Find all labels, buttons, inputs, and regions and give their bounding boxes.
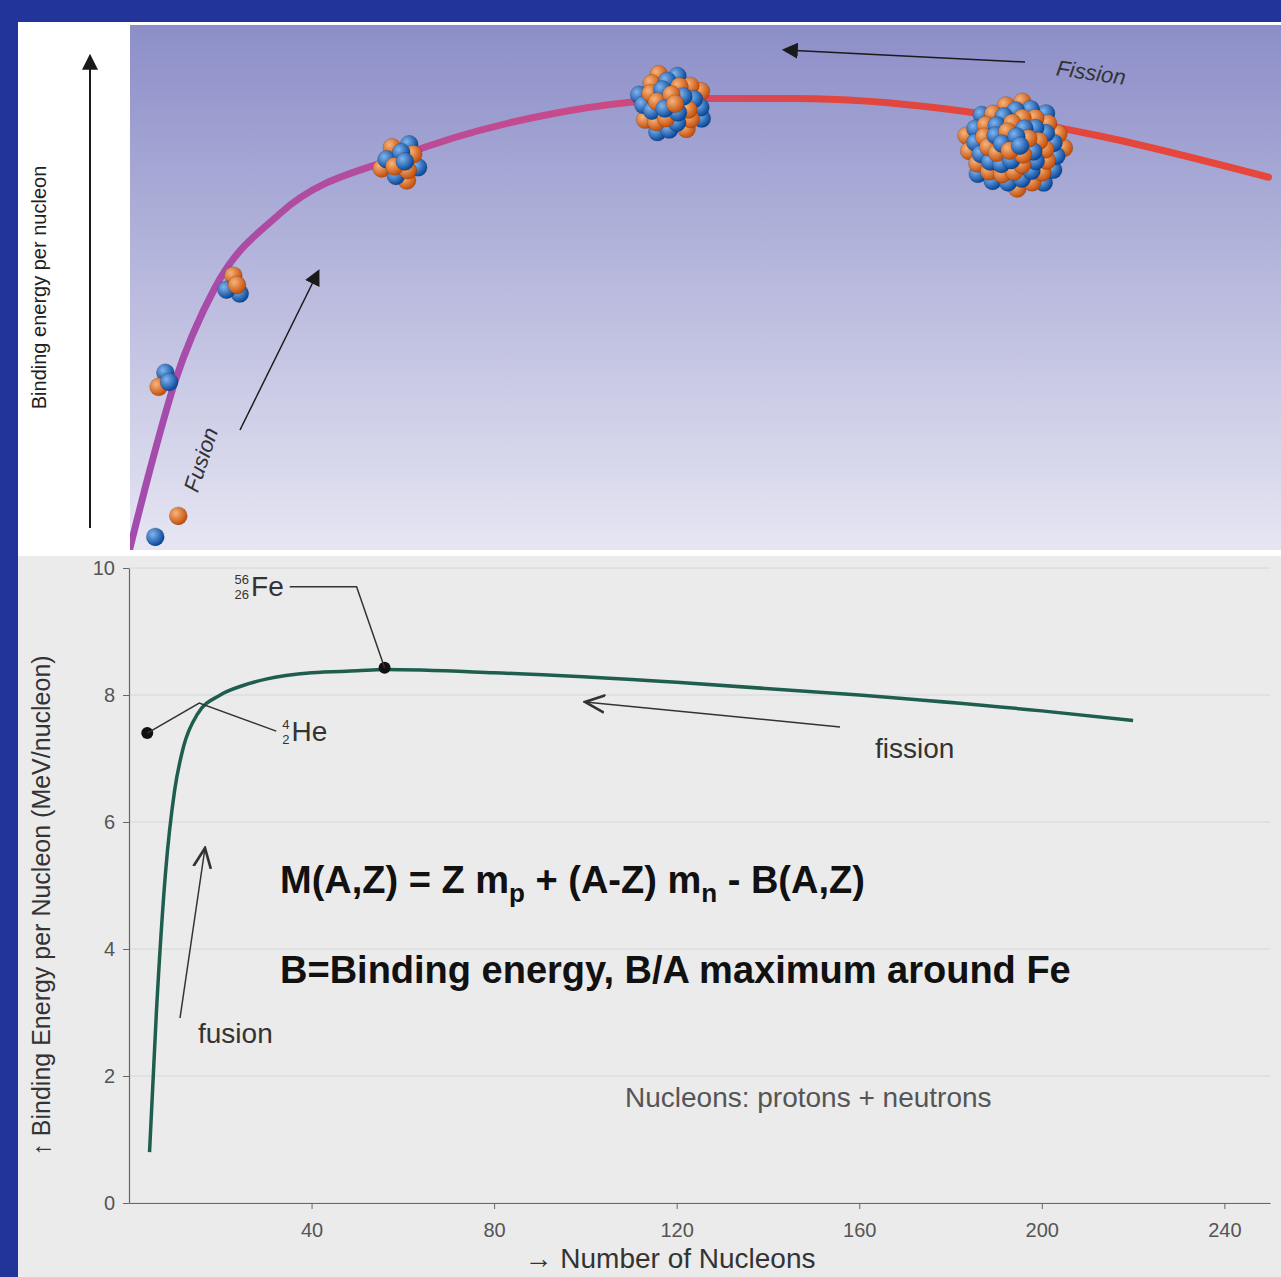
tick-mark xyxy=(494,1203,495,1209)
tick: 120 xyxy=(660,1203,693,1241)
mass-number: 56 xyxy=(235,572,249,587)
grid xyxy=(129,568,1270,1203)
bottom-panel-background xyxy=(18,556,1281,1277)
tick-label: 120 xyxy=(660,1219,693,1241)
tick-mark xyxy=(312,1203,313,1209)
tick: 200 xyxy=(1026,1203,1059,1241)
binding-curve-illustration xyxy=(130,99,1269,548)
nucleon xyxy=(228,276,246,294)
nucleus xyxy=(217,267,248,303)
axis-line xyxy=(129,569,130,1204)
equation-part: M(A,Z) = Z m xyxy=(280,859,509,901)
bottom-plot xyxy=(141,662,1133,1153)
element-symbol: He xyxy=(291,716,327,747)
tick: 4 xyxy=(104,938,129,960)
nucleus xyxy=(169,507,187,525)
tick: 8 xyxy=(104,684,129,706)
tick-mark xyxy=(123,1076,129,1077)
tick-label: 2 xyxy=(104,1065,115,1087)
top-plot xyxy=(130,65,1269,548)
tick-mark xyxy=(123,1203,129,1204)
tick-mark xyxy=(859,1203,860,1209)
equation-part: - B(A,Z) xyxy=(717,859,865,901)
x-axis: 40 80 120 160 200 240 xyxy=(130,1203,1271,1241)
element-label: 42He xyxy=(282,716,327,747)
tick: 10 xyxy=(93,557,129,579)
nucleon xyxy=(169,507,187,525)
nucleus xyxy=(150,364,178,396)
tick: 6 xyxy=(104,811,129,833)
fusion-arrow xyxy=(240,272,318,430)
tick: 40 xyxy=(301,1203,323,1241)
fusion-label: Fusion xyxy=(179,424,223,495)
tick-label: 40 xyxy=(301,1219,323,1241)
tick-label: 80 xyxy=(483,1219,505,1241)
grid-line xyxy=(129,1203,1270,1204)
grid-line xyxy=(129,822,1270,823)
tick-mark xyxy=(1042,1203,1043,1209)
nucleon xyxy=(396,153,414,171)
top-panel-background xyxy=(18,22,1281,556)
equation: M(A,Z) = Z mp + (A-Z) mn - B(A,Z) xyxy=(280,859,865,908)
axis-line xyxy=(130,1203,1271,1204)
fission-label: Fission xyxy=(1055,55,1127,89)
leader-line xyxy=(290,587,385,668)
nucleus xyxy=(146,528,164,546)
top-y-axis-title: Binding energy per nucleon xyxy=(28,166,50,410)
nucleus xyxy=(373,135,427,189)
tick-mark xyxy=(123,822,129,823)
tick: 160 xyxy=(843,1203,876,1241)
mass-number: 4 xyxy=(282,717,289,732)
nucleus xyxy=(958,93,1073,198)
atomic-number: 2 xyxy=(282,732,289,747)
nucleon xyxy=(160,373,178,391)
binding-energy-curve xyxy=(150,670,1134,1153)
tick-label: 4 xyxy=(104,938,115,960)
equation-part: + (A-Z) m xyxy=(525,859,701,901)
nucleus xyxy=(630,65,711,141)
tick-label: 200 xyxy=(1026,1219,1059,1241)
equation-subscript: p xyxy=(509,878,525,908)
nucleon xyxy=(1011,137,1029,155)
tick-label: 240 xyxy=(1208,1219,1241,1241)
nucleon xyxy=(666,95,684,113)
tick-label: 10 xyxy=(93,557,115,579)
slide-background xyxy=(0,0,1281,1277)
tick-mark xyxy=(123,695,129,696)
tick-label: 6 xyxy=(104,811,115,833)
element-label: 5626Fe xyxy=(235,571,284,602)
tick-label: 8 xyxy=(104,684,115,706)
fission-arrow xyxy=(785,50,1025,62)
y-axis-title: ↑ Binding Energy per Nucleon (MeV/nucleo… xyxy=(27,655,55,1155)
caption: B=Binding energy, B/A maximum around Fe xyxy=(280,949,1071,991)
fission-label-bottom: fission xyxy=(875,733,954,764)
grid-line xyxy=(129,1076,1270,1077)
tick-mark xyxy=(123,949,129,950)
top-y-axis-arrow xyxy=(89,57,91,528)
top-plot-background xyxy=(130,25,1281,550)
x-axis-title: → Number of Nucleons xyxy=(524,1243,815,1274)
leader-line xyxy=(147,703,276,733)
tick: 80 xyxy=(483,1203,505,1241)
fusion-label-bottom: fusion xyxy=(198,1018,273,1049)
equation-subscript: n xyxy=(701,878,717,908)
fusion-arrow-bottom xyxy=(180,848,205,1018)
grid-line xyxy=(129,695,1270,696)
tick: 240 xyxy=(1208,1203,1241,1241)
tick: 0 xyxy=(104,1192,129,1214)
slide: Binding energy per nucleon Fusion Fission 4… xyxy=(0,0,1281,1277)
nucleon xyxy=(146,528,164,546)
atomic-number: 26 xyxy=(235,587,249,602)
tick-mark xyxy=(1224,1203,1225,1209)
grid-line xyxy=(129,568,1270,569)
element-symbol: Fe xyxy=(251,571,284,602)
nucleons-note: Nucleons: protons + neutrons xyxy=(625,1082,992,1113)
tick: 2 xyxy=(104,1065,129,1087)
y-axis: 0 2 4 6 8 10 xyxy=(93,557,130,1214)
tick-label: 160 xyxy=(843,1219,876,1241)
fission-arrow-bottom xyxy=(585,702,840,727)
tick-mark xyxy=(677,1203,678,1209)
tick-label: 0 xyxy=(104,1192,115,1214)
tick-mark xyxy=(123,568,129,569)
